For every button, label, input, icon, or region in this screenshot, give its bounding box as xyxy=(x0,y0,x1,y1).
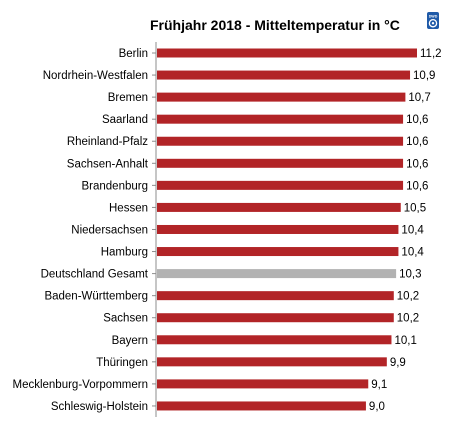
bar-1 xyxy=(157,70,411,80)
bar-3 xyxy=(157,114,404,124)
category-label: Schleswig-Holstein xyxy=(51,401,148,413)
dwd-logo-icon: DWD xyxy=(427,12,439,29)
value-label: 10,6 xyxy=(406,114,428,126)
bar-5 xyxy=(157,158,404,168)
bar-7 xyxy=(157,202,401,212)
category-label: Hamburg xyxy=(101,247,148,259)
category-label: Deutschland Gesamt xyxy=(41,269,149,281)
category-label: Sachsen xyxy=(103,313,148,325)
value-label: 10,5 xyxy=(404,202,426,214)
category-label: Mecklenburg-Vorpommern xyxy=(12,379,148,391)
value-label: 10,7 xyxy=(408,92,430,104)
bar-15 xyxy=(157,379,369,389)
bar-11 xyxy=(157,291,394,301)
value-label: 10,6 xyxy=(406,158,428,170)
bar-2 xyxy=(157,92,406,102)
value-label: 11,2 xyxy=(420,48,442,60)
category-label: Brandenburg xyxy=(82,180,149,192)
category-label: Hessen xyxy=(109,202,148,214)
category-label: Baden-Württemberg xyxy=(44,291,148,303)
bar-8 xyxy=(157,224,399,234)
category-label: Berlin xyxy=(119,48,148,60)
bar-0 xyxy=(157,48,417,58)
value-label: 10,6 xyxy=(406,136,428,148)
value-label: 10,4 xyxy=(401,247,424,259)
value-label: 10,3 xyxy=(399,269,421,281)
value-label: 10,9 xyxy=(413,70,435,82)
bar-6 xyxy=(157,180,404,190)
bar-12 xyxy=(157,313,394,323)
value-label: 9,1 xyxy=(371,379,387,391)
svg-text:DWD: DWD xyxy=(429,15,438,19)
bar-9 xyxy=(157,247,399,257)
category-label: Sachsen-Anhalt xyxy=(67,158,149,170)
value-label: 9,0 xyxy=(369,401,385,413)
value-label: 10,1 xyxy=(394,335,416,347)
bar-10 xyxy=(157,269,397,279)
value-label: 10,2 xyxy=(397,313,419,325)
value-label: 10,6 xyxy=(406,180,428,192)
category-label: Nordrhein-Westfalen xyxy=(43,70,148,82)
bar-13 xyxy=(157,335,392,345)
category-label: Niedersachsen xyxy=(71,224,148,236)
category-label: Saarland xyxy=(102,114,148,126)
category-label: Bremen xyxy=(108,92,148,104)
value-label: 10,2 xyxy=(397,291,419,303)
bar-4 xyxy=(157,136,404,146)
chart-title: Frühjahr 2018 - Mitteltemperatur in °C xyxy=(150,17,400,33)
value-label: 10,4 xyxy=(401,224,424,236)
value-label: 9,9 xyxy=(390,357,406,369)
category-label: Thüringen xyxy=(96,357,148,369)
bar-14 xyxy=(157,357,387,367)
category-label: Bayern xyxy=(112,335,148,347)
category-label: Rheinland-Pfalz xyxy=(67,136,148,148)
bar-16 xyxy=(157,401,366,411)
